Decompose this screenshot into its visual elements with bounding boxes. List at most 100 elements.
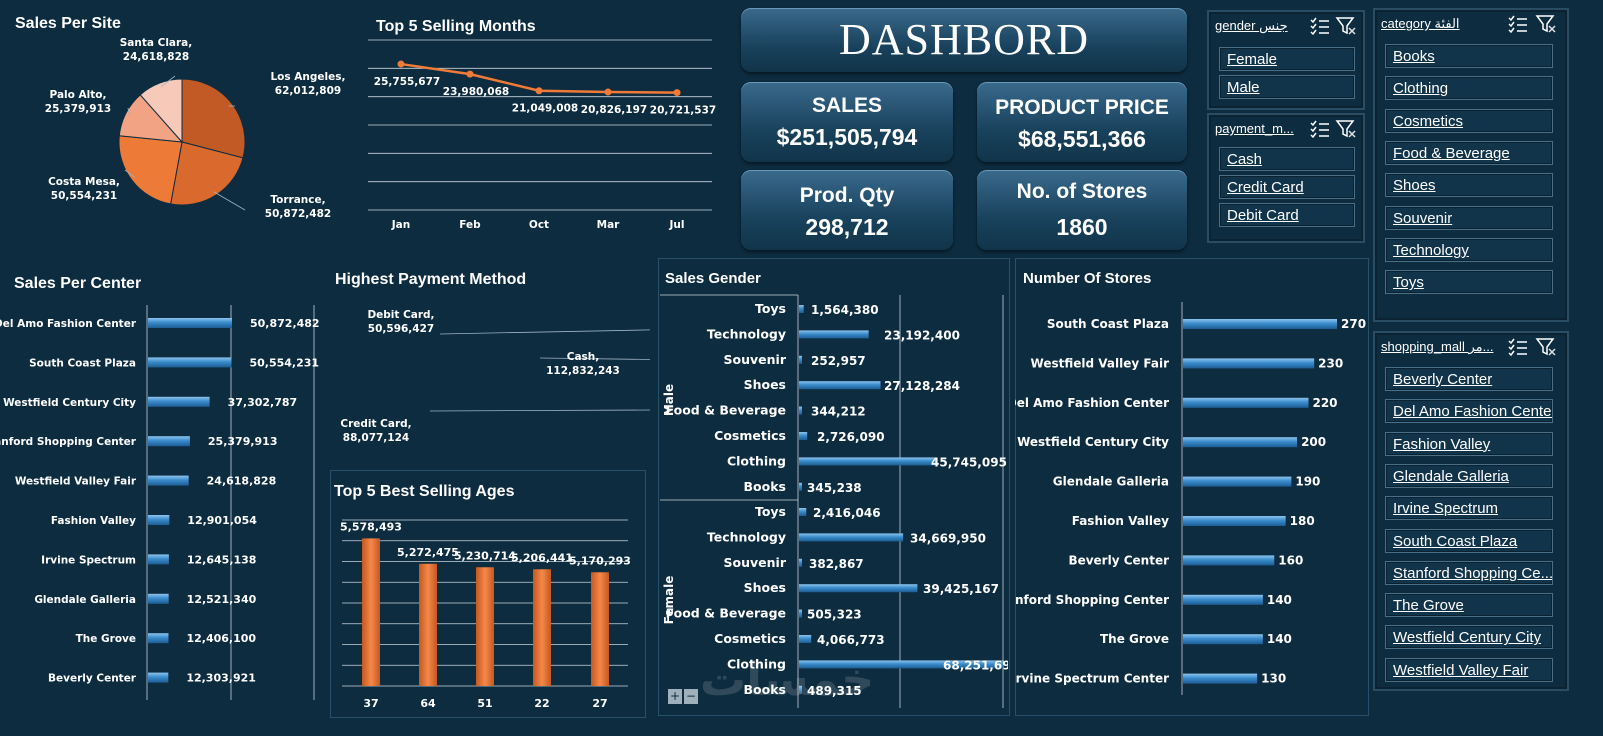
data-point <box>535 87 543 95</box>
category-label: Irvine Spectrum Center <box>1015 672 1169 686</box>
clear-filter-icon[interactable] <box>1335 119 1357 139</box>
qty-kpi-value: 298,712 <box>805 214 889 240</box>
leader-line <box>127 107 130 116</box>
bar <box>799 482 802 491</box>
category-label: Food & Beverage <box>666 403 786 418</box>
mall-option[interactable]: Beverly Center <box>1385 367 1553 391</box>
expand-button[interactable]: + <box>668 689 682 704</box>
data-label: 5,272,475 <box>397 546 459 559</box>
sales-kpi-label: SALES <box>811 94 882 117</box>
bar <box>1183 358 1315 369</box>
bar <box>799 457 937 466</box>
pie-slice <box>118 135 183 205</box>
gender-option-male[interactable]: Male <box>1219 75 1355 99</box>
pie-value-label: 24,618,828 <box>123 51 189 63</box>
bar <box>799 635 812 643</box>
payment-option-credit-card[interactable]: Credit Card <box>1219 175 1355 199</box>
x-tick-label: Feb <box>459 219 481 231</box>
best-ages-panel <box>330 470 646 718</box>
dashboard-title-banner: DASHBORD <box>741 8 1187 72</box>
multi-select-icon[interactable] <box>1507 14 1529 34</box>
category-option[interactable]: Shoes <box>1385 173 1553 198</box>
category-label: Souvenir <box>724 352 787 367</box>
category-label: Del Amo Fashion Center <box>0 318 137 330</box>
mall-option[interactable]: Westfield Century City <box>1385 625 1553 650</box>
sales-per-site-chart: Los Angeles, 62,012,809 Torrance, 50,872,48… <box>45 37 346 220</box>
data-label: 39,425,167 <box>923 582 999 596</box>
mall-option[interactable]: Westfield Valley Fair <box>1385 657 1553 682</box>
data-label: 50,872,482 <box>250 317 320 330</box>
bar <box>148 357 232 368</box>
bar <box>799 406 802 415</box>
shopping-mall-slicer[interactable]: shopping_mall مر... Beverly Center Del Am… <box>1373 331 1569 691</box>
data-label: 45,745,095 <box>931 455 1007 469</box>
bar <box>148 475 189 486</box>
data-label: 489,315 <box>807 684 862 698</box>
category-label: Toys <box>755 504 786 519</box>
clear-filter-icon[interactable] <box>1535 14 1557 34</box>
x-tick-label: Mar <box>597 219 621 231</box>
data-point <box>673 89 681 97</box>
x-tick-label: 22 <box>534 697 549 710</box>
category-option[interactable]: Toys <box>1385 270 1553 295</box>
category-slicer-title: category الفئة <box>1381 16 1460 31</box>
sales-per-site-title: Sales Per Site <box>15 15 121 32</box>
category-option[interactable]: Books <box>1385 44 1553 68</box>
category-label: Beverly Center <box>1068 553 1169 567</box>
bar <box>148 593 169 604</box>
payment-option-cash[interactable]: Cash <box>1219 147 1355 171</box>
mall-option[interactable]: Stanford Shopping Ce... <box>1385 560 1553 585</box>
leader-line <box>429 409 650 412</box>
x-tick-label: Jul <box>669 219 685 231</box>
payment-option-debit-card[interactable]: Debit Card <box>1219 203 1355 227</box>
category-option[interactable]: Food & Beverage <box>1385 140 1553 165</box>
bar <box>419 563 437 686</box>
multi-select-icon[interactable] <box>1309 119 1331 139</box>
data-label: 25,755,677 <box>374 76 440 88</box>
payment-slicer[interactable]: payment_m... Cash Credit Card Debit Card <box>1207 113 1365 243</box>
category-label: Shoes <box>744 377 786 392</box>
pie-value-label: 25,379,913 <box>45 103 111 115</box>
data-label: 140 <box>1267 593 1292 607</box>
category-option[interactable]: Souvenir <box>1385 205 1553 230</box>
x-tick-label: 37 <box>363 697 378 710</box>
data-label: 24,618,828 <box>207 475 277 488</box>
category-slicer[interactable]: category الفئة Books Clothing Cosmetics Foo… <box>1373 8 1569 322</box>
category-label: Westfield Century City <box>3 397 136 409</box>
stores-kpi-card: No. of Stores 1860 <box>977 170 1187 250</box>
category-option[interactable]: Cosmetics <box>1385 108 1553 133</box>
mall-option[interactable]: South Coast Plaza <box>1385 528 1553 553</box>
category-option[interactable]: Technology <box>1385 237 1553 262</box>
mall-option[interactable]: Fashion Valley <box>1385 431 1553 456</box>
category-label: South Coast Plaza <box>29 357 136 369</box>
clear-filter-icon[interactable] <box>1335 16 1357 36</box>
multi-select-icon[interactable] <box>1507 337 1529 357</box>
bar <box>799 558 802 567</box>
mall-option[interactable]: Irvine Spectrum <box>1385 496 1553 521</box>
category-label: Souvenir <box>724 555 787 570</box>
category-option[interactable]: Clothing <box>1385 76 1553 101</box>
collapse-button[interactable]: − <box>684 689 698 704</box>
mall-option[interactable]: The Grove <box>1385 593 1553 618</box>
x-tick-label: 51 <box>477 697 492 710</box>
mall-option[interactable]: Del Amo Fashion Center <box>1385 399 1553 424</box>
gender-option-female[interactable]: Female <box>1219 47 1355 71</box>
x-tick-label: 64 <box>420 697 436 710</box>
clear-filter-icon[interactable] <box>1535 337 1557 357</box>
gender-slicer[interactable]: gender جنس Female Male <box>1207 10 1365 110</box>
leader-line <box>439 329 650 335</box>
bar <box>799 381 881 390</box>
data-label: 23,980,068 <box>443 86 509 98</box>
mall-option[interactable]: Glendale Galleria <box>1385 463 1553 488</box>
data-label: 21,049,008 <box>512 103 578 115</box>
bar <box>799 584 918 593</box>
bar <box>362 538 380 686</box>
data-label: 2,416,046 <box>813 506 881 520</box>
bar <box>1183 437 1298 448</box>
mall-slicer-title: shopping_mall مر... <box>1381 339 1494 354</box>
multi-select-icon[interactable] <box>1309 16 1331 36</box>
best-ages-title: Top 5 Best Selling Ages <box>334 483 515 500</box>
bar <box>799 685 802 694</box>
data-label: 4,066,773 <box>817 633 885 647</box>
category-label: Westfield Valley Fair <box>1031 356 1170 370</box>
